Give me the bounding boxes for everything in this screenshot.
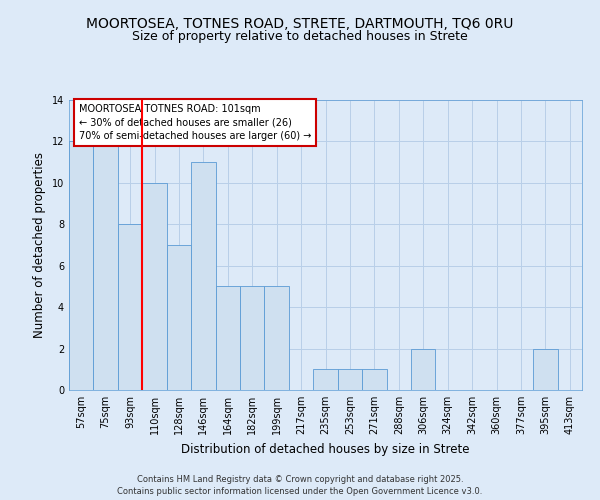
Bar	[411, 348, 436, 390]
Bar	[94, 142, 118, 390]
Bar	[69, 142, 94, 390]
Bar	[191, 162, 215, 390]
Text: MOORTOSEA TOTNES ROAD: 101sqm
← 30% of detached houses are smaller (26)
70% of s: MOORTOSEA TOTNES ROAD: 101sqm ← 30% of d…	[79, 104, 311, 141]
Text: MOORTOSEA, TOTNES ROAD, STRETE, DARTMOUTH, TQ6 0RU: MOORTOSEA, TOTNES ROAD, STRETE, DARTMOUT…	[86, 18, 514, 32]
Bar	[240, 286, 265, 390]
Bar	[313, 370, 338, 390]
Text: Contains HM Land Registry data © Crown copyright and database right 2025.
Contai: Contains HM Land Registry data © Crown c…	[118, 475, 482, 496]
Bar	[167, 245, 191, 390]
Bar	[338, 370, 362, 390]
Bar	[362, 370, 386, 390]
Text: Size of property relative to detached houses in Strete: Size of property relative to detached ho…	[132, 30, 468, 43]
Bar	[533, 348, 557, 390]
Bar	[265, 286, 289, 390]
Bar	[215, 286, 240, 390]
X-axis label: Distribution of detached houses by size in Strete: Distribution of detached houses by size …	[181, 442, 470, 456]
Bar	[118, 224, 142, 390]
Bar	[142, 183, 167, 390]
Y-axis label: Number of detached properties: Number of detached properties	[33, 152, 46, 338]
